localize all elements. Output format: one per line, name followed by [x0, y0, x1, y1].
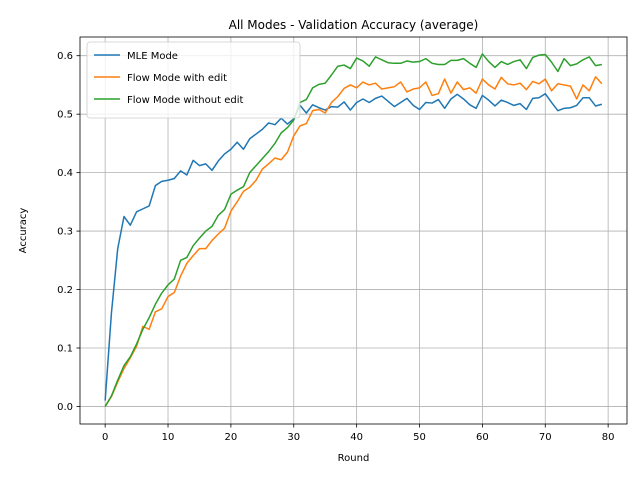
series-line-flow-mode-without-edit	[104, 53, 602, 407]
y-tick-label: 0.1	[57, 344, 73, 355]
legend-label: MLE Mode	[127, 51, 178, 62]
x-tick-label: 50	[413, 432, 426, 443]
x-tick-label: 80	[602, 432, 615, 443]
chart-title: All Modes - Validation Accuracy (average…	[229, 18, 479, 32]
x-tick-label: 10	[162, 432, 175, 443]
x-axis-ticks: 0 10 20 30 40 50 60 70 80	[102, 424, 615, 443]
series-line-mle-mode	[104, 92, 603, 401]
legend-label: Flow Mode without edit	[127, 95, 243, 106]
series-lines	[104, 53, 603, 407]
plot-frame	[79, 36, 628, 425]
y-tick-label: 0.0	[57, 402, 73, 413]
legend: MLE Mode Flow Mode with edit Flow Mode wit…	[86, 41, 301, 119]
x-tick-label: 20	[225, 432, 238, 443]
legend-box	[86, 41, 301, 119]
y-axis-ticks: 0.0 0.1 0.2 0.3 0.4 0.5 0.6	[57, 51, 80, 413]
x-tick-label: 70	[539, 432, 552, 443]
y-axis-label: Accuracy	[18, 208, 29, 254]
legend-label: Flow Mode with edit	[127, 73, 227, 84]
y-tick-label: 0.2	[57, 285, 73, 296]
y-tick-label: 0.3	[57, 227, 73, 238]
x-tick-label: 40	[350, 432, 363, 443]
x-axis-label: Round	[338, 453, 370, 464]
x-tick-label: 30	[287, 432, 300, 443]
series-line-flow-mode-with-edit	[104, 76, 603, 407]
y-tick-label: 0.5	[57, 110, 73, 121]
x-tick-label: 0	[102, 432, 108, 443]
y-tick-label: 0.6	[57, 51, 73, 62]
y-tick-label: 0.4	[57, 168, 73, 179]
x-tick-label: 60	[476, 432, 489, 443]
